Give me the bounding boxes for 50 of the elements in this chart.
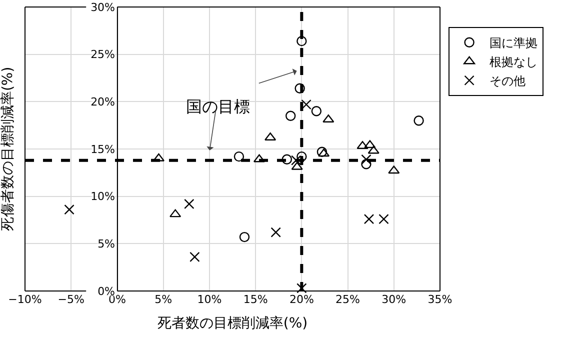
- x-tick-label: 10%: [197, 293, 222, 306]
- y-tick-label: 15%: [90, 142, 116, 156]
- point: [270, 227, 281, 238]
- legend-label: 根拠なし: [489, 55, 538, 70]
- y-tick-label: 30%: [90, 0, 116, 14]
- point: [234, 151, 244, 162]
- legend-label: その他: [489, 74, 526, 88]
- point: [378, 214, 389, 224]
- point: [414, 116, 424, 126]
- point: [64, 204, 74, 215]
- point: [301, 99, 312, 110]
- point: [291, 155, 302, 166]
- x-tick-label: 20%: [289, 293, 314, 306]
- x-tick-label: 30%: [382, 293, 406, 306]
- point: [361, 154, 372, 165]
- x-tick-label: −5%: [58, 293, 84, 306]
- point: [184, 198, 194, 210]
- point: [291, 162, 303, 170]
- point: [296, 283, 307, 294]
- point: [364, 214, 374, 224]
- point: [368, 146, 380, 154]
- point: [364, 140, 376, 148]
- y-tick-label: 25%: [90, 48, 116, 62]
- x-tick-label: 35%: [428, 293, 452, 306]
- point: [296, 151, 307, 162]
- x-tick-label: −10%: [8, 293, 42, 306]
- point: [286, 110, 296, 121]
- point: [239, 232, 250, 242]
- y-tick-label: 5%: [98, 238, 116, 251]
- point: [170, 209, 182, 218]
- annotation: 国の目標: [186, 97, 250, 116]
- point: [294, 83, 305, 94]
- point: [311, 106, 322, 116]
- y-axis-title: 死傷者数の目標削減率(%): [0, 66, 16, 232]
- x-tick-label: 15%: [243, 293, 268, 306]
- point: [388, 166, 400, 174]
- point: [190, 252, 200, 262]
- point: [316, 146, 328, 157]
- legend-label: 国に準拠: [489, 36, 538, 50]
- x-axis-title: 死者数の目標削減率(%): [157, 315, 308, 332]
- x-tick-label: 5%: [154, 293, 172, 306]
- point: [318, 148, 330, 157]
- point: [361, 159, 372, 170]
- x-tick-label: 0%: [108, 293, 126, 306]
- y-tick-label: 10%: [90, 190, 116, 204]
- point: [296, 36, 307, 46]
- y-tick-label: 20%: [90, 96, 116, 109]
- point: [282, 154, 292, 165]
- point: [356, 141, 368, 150]
- x-tick-label: 25%: [336, 293, 360, 306]
